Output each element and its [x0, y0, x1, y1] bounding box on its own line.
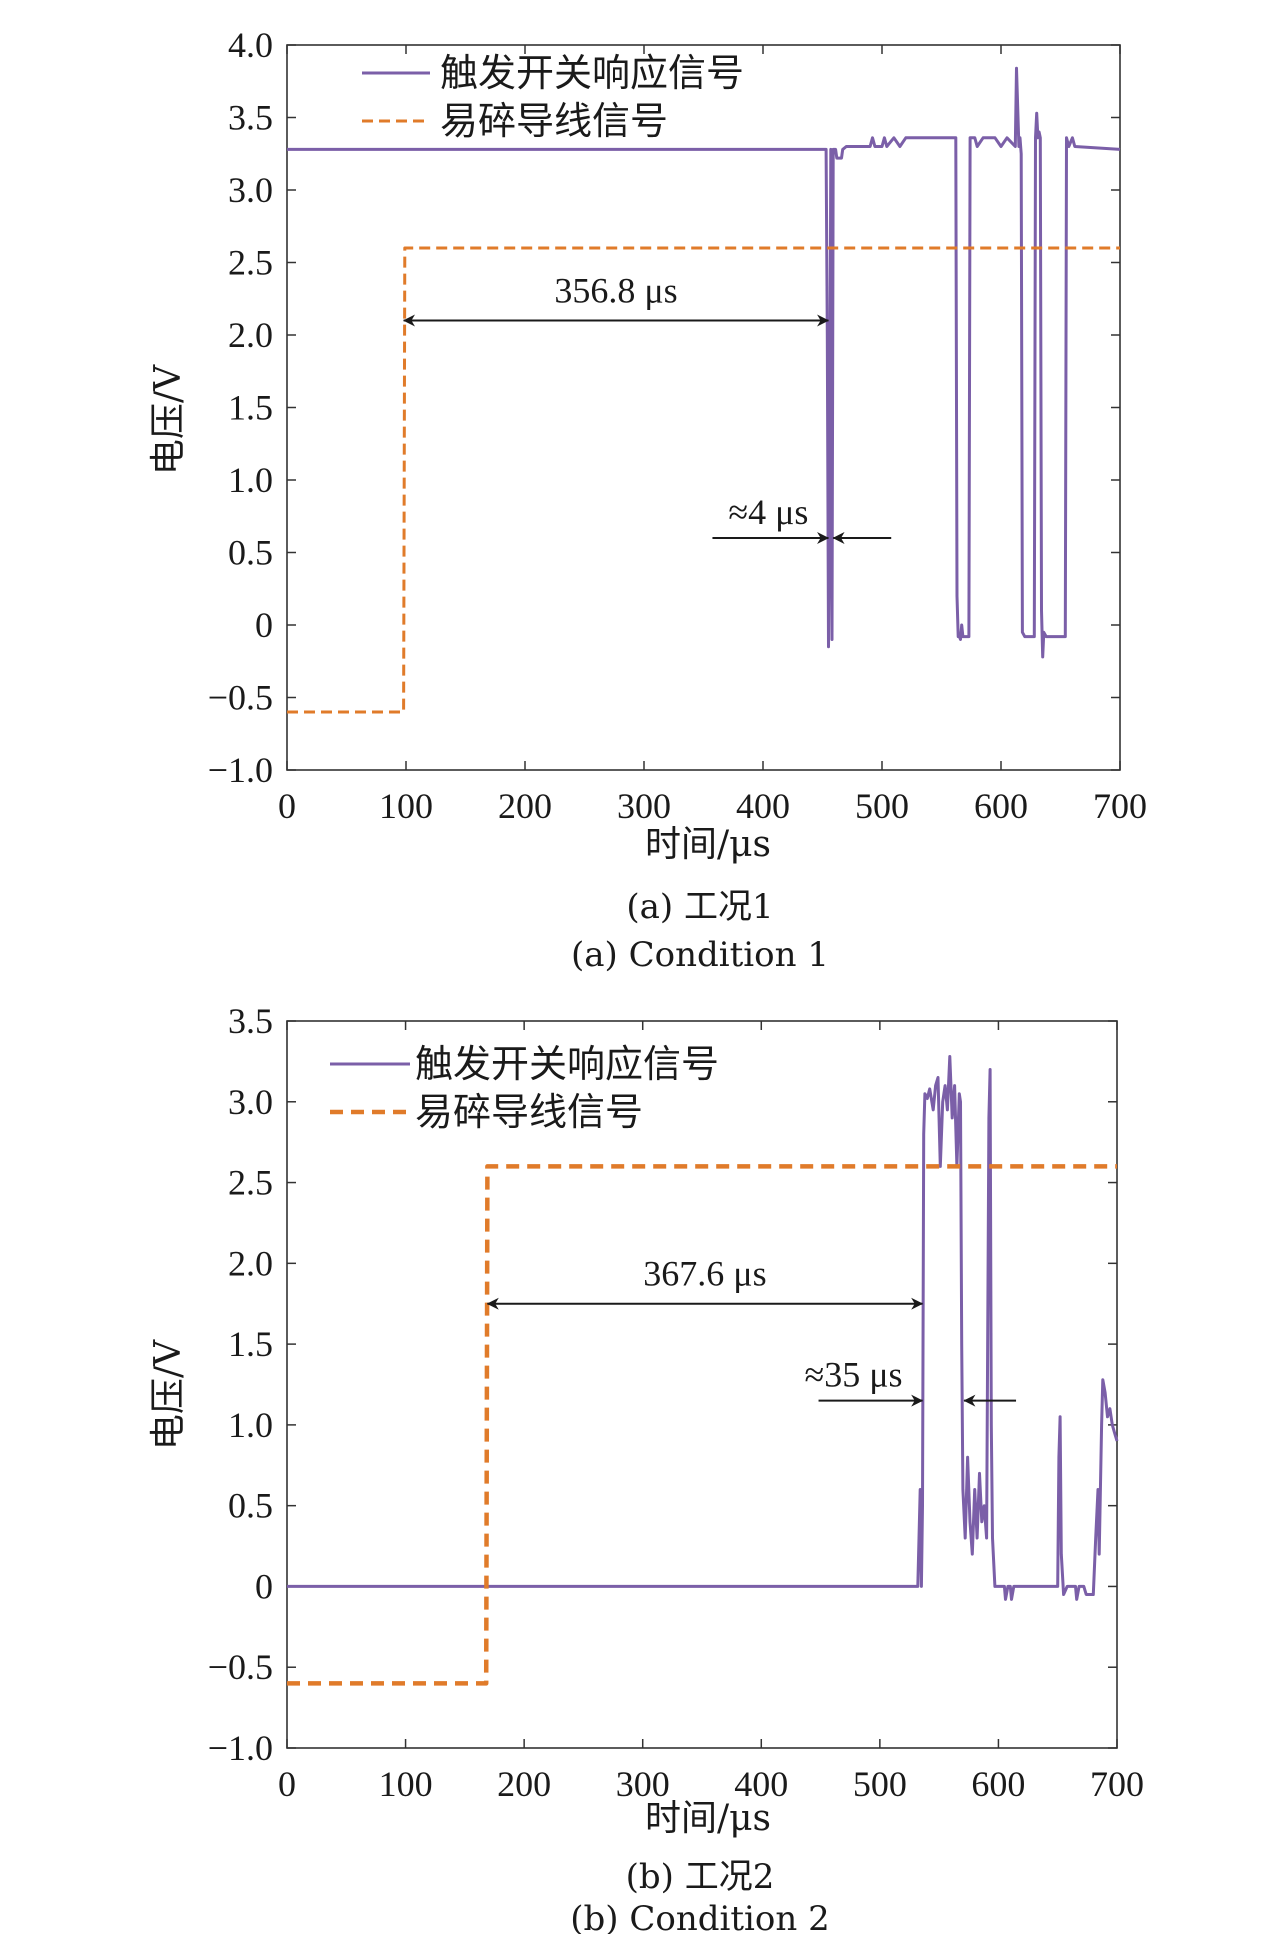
y-tick-label: 0 [255, 1566, 273, 1606]
x-tick-label: 300 [617, 786, 671, 826]
axis-ticks: 0 100 200 300 400 500 600 700 −1.0 −0.5 0 0.5 1.0 1.5… [208, 25, 1147, 826]
y-tick-label: 3.5 [228, 98, 273, 138]
y-tick-label: 4.0 [228, 25, 273, 65]
legend-label-switch: 触发开关响应信号 [440, 51, 744, 95]
y-tick-label: −1.0 [208, 1728, 273, 1768]
caption-en: (a) Condition 1 [571, 935, 829, 975]
y-tick-label: 3.5 [228, 1001, 273, 1041]
chart-panel-a: 0 100 200 300 400 500 600 700 −1.0 −0.5 0 0.5 1.0 1.5… [148, 25, 1147, 975]
y-tick-label: 0.5 [228, 533, 273, 573]
x-axis-label: 时间/μs [645, 1798, 771, 1839]
y-tick-label: 0.5 [228, 1486, 273, 1526]
y-axis-label: 电压/V [148, 1339, 189, 1450]
series-line-switch [287, 66, 1121, 659]
x-tick-label: 600 [971, 1764, 1025, 1804]
series-lines [287, 1055, 1119, 1686]
x-tick-label: 200 [498, 786, 552, 826]
plot-frame [286, 44, 1121, 771]
plot-frame [286, 1020, 1118, 1749]
x-tick-label: 700 [1090, 1764, 1144, 1804]
series-lines [287, 66, 1121, 714]
x-tick-label: 0 [278, 1764, 296, 1804]
x-tick-label: 400 [736, 786, 790, 826]
y-tick-label: 1.5 [228, 1324, 273, 1364]
x-tick-label: 0 [278, 786, 296, 826]
chart-panel-b: 0 100 200 300 400 500 600 700 −1.0 −0.5 0 0.5 1.0 1.5… [148, 1001, 1144, 1934]
y-tick-label: −1.0 [208, 750, 273, 790]
legend: 触发开关响应信号 易碎导线信号 [362, 51, 744, 143]
interval-label: 356.8 μs [554, 271, 677, 311]
y-tick-label: 2.5 [228, 243, 273, 283]
x-tick-label: 700 [1093, 786, 1147, 826]
interval-label: 367.6 μs [643, 1254, 766, 1294]
caption-en: (b) Condition 2 [570, 1899, 829, 1934]
series-line-wire [287, 1164, 1117, 1686]
y-tick-label: 3.0 [228, 1082, 273, 1122]
y-tick-label: 0 [255, 605, 273, 645]
x-tick-label: 300 [616, 1764, 670, 1804]
x-axis-label: 时间/μs [645, 824, 771, 865]
caption-cn: (b) 工况2 [626, 1857, 775, 1897]
interval-label: ≈35 μs [804, 1355, 902, 1395]
annotations: 367.6 μs ≈35 μs [486, 1254, 1017, 1407]
legend-label-switch: 触发开关响应信号 [415, 1042, 719, 1086]
y-tick-label: 2.0 [228, 315, 273, 355]
y-tick-label: −0.5 [208, 678, 273, 718]
legend: 触发开关响应信号 易碎导线信号 [330, 1042, 719, 1134]
axis-ticks: 0 100 200 300 400 500 600 700 −1.0 −0.5 0 0.5 1.0 1.5… [208, 1001, 1144, 1804]
x-tick-label: 200 [497, 1764, 551, 1804]
y-tick-label: 2.5 [228, 1163, 273, 1203]
legend-label-wire: 易碎导线信号 [415, 1090, 643, 1134]
y-tick-label: 2.0 [228, 1243, 273, 1283]
y-tick-label: 1.0 [228, 1405, 273, 1445]
x-tick-label: 100 [379, 786, 433, 826]
x-tick-label: 500 [853, 1764, 907, 1804]
series-line-wire [287, 246, 1120, 714]
annotations: 356.8 μs ≈4 μs [403, 271, 892, 544]
y-tick-label: 1.0 [228, 460, 273, 500]
y-axis-label: 电压/V [148, 364, 189, 475]
x-tick-label: 400 [734, 1764, 788, 1804]
series-line-switch [287, 1055, 1119, 1601]
x-tick-label: 500 [855, 786, 909, 826]
y-tick-label: 1.5 [228, 388, 273, 428]
y-tick-label: −0.5 [208, 1647, 273, 1687]
caption-cn: (a) 工况1 [626, 887, 773, 927]
legend-label-wire: 易碎导线信号 [440, 99, 668, 143]
x-tick-label: 100 [379, 1764, 433, 1804]
x-tick-label: 600 [974, 786, 1028, 826]
y-tick-label: 3.0 [228, 170, 273, 210]
interval-label: ≈4 μs [728, 492, 808, 532]
